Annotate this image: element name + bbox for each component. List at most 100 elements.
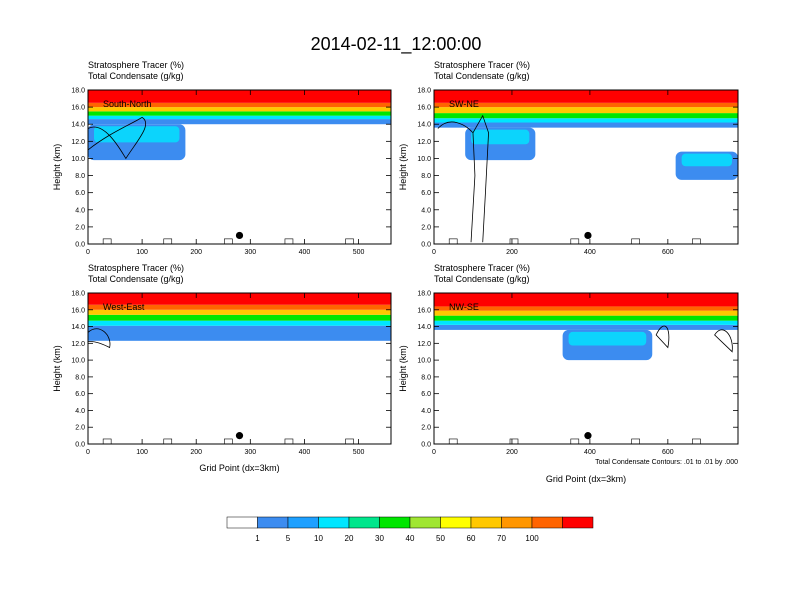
y-axis-label: Height (km) <box>52 144 62 191</box>
y-axis-label: Height (km) <box>398 144 408 191</box>
x-tick-label: 200 <box>190 249 202 256</box>
y-tick-label: 0.0 <box>75 442 85 449</box>
tracer-extension-inner <box>681 153 732 167</box>
x-tick-label: 500 <box>353 449 365 456</box>
y-tick-label: 4.0 <box>421 207 431 214</box>
tracer-band-5 <box>88 325 391 341</box>
panel-sw-ne: Stratosphere Tracer (%)Total Condensate … <box>398 60 739 256</box>
y-tick-label: 6.0 <box>421 190 431 197</box>
y-tick-label: 0.0 <box>75 242 85 249</box>
y-tick-label: 12.0 <box>71 139 85 146</box>
tracer-band-100 <box>434 90 738 103</box>
x-tick-label: 600 <box>662 249 674 256</box>
contour-note: Total Condensate Contours: .01 to .01 by… <box>595 459 738 466</box>
colorbar: 1 5 10 20 30 40 50 60 70 100 <box>226 516 594 543</box>
panel-label: West-East <box>103 302 145 312</box>
y-tick-label: 18.0 <box>417 291 431 298</box>
convective-column <box>470 114 489 243</box>
colorbar-label: 70 <box>497 534 506 543</box>
x-tick-label: 0 <box>86 449 90 456</box>
y-axis-label: Height (km) <box>398 345 408 392</box>
tracer-band-5 <box>88 119 391 125</box>
y-tick-label: 8.0 <box>75 374 85 381</box>
colorbar-swatch <box>409 516 441 529</box>
panel-title-condensate: Total Condensate (g/kg) <box>434 274 530 284</box>
tracer-band-50 <box>88 107 391 112</box>
colorbar-swatch <box>318 516 350 529</box>
colorbar-swatch <box>440 516 472 529</box>
panel-title-condensate: Total Condensate (g/kg) <box>88 71 184 81</box>
y-tick-label: 8.0 <box>421 374 431 381</box>
y-tick-label: 10.0 <box>417 156 431 163</box>
x-tick-label: 300 <box>244 249 256 256</box>
x-tick-label: 300 <box>244 449 256 456</box>
panel-west-east: Stratosphere Tracer (%)Total Condensate … <box>52 263 392 473</box>
y-tick-label: 10.0 <box>417 358 431 365</box>
colorbar-label: 40 <box>406 534 415 543</box>
x-tick-label: 400 <box>584 449 596 456</box>
tracer-band-10 <box>434 320 738 325</box>
x-tick-label: 400 <box>584 249 596 256</box>
colorbar-label: 60 <box>467 534 476 543</box>
y-tick-label: 6.0 <box>75 190 85 197</box>
plot-frame <box>87 89 392 245</box>
panel-label: South-North <box>103 99 152 109</box>
tracer-band-70 <box>88 102 391 108</box>
y-tick-label: 16.0 <box>71 307 85 314</box>
tracer-extension-inner <box>94 126 180 143</box>
condensate-contours <box>87 116 354 245</box>
location-marker <box>584 231 592 240</box>
y-tick-label: 14.0 <box>71 122 85 129</box>
tracer-band-70 <box>88 304 391 310</box>
tracer-band-50 <box>434 107 738 114</box>
panel-title-tracer: Stratosphere Tracer (%) <box>88 60 184 70</box>
cloud-outline <box>87 328 111 349</box>
tracer-band-5 <box>434 324 738 330</box>
y-tick-label: 10.0 <box>71 358 85 365</box>
tracer-band-20 <box>88 314 391 321</box>
y-tick-label: 14.0 <box>417 324 431 331</box>
cloud-outline <box>87 116 147 160</box>
colorbar-swatch <box>348 516 380 529</box>
location-marker <box>584 432 592 440</box>
tracer-band-100 <box>88 293 391 305</box>
x-tick-label: 100 <box>136 449 148 456</box>
tracer-band-100 <box>88 90 391 103</box>
panel-title-condensate: Total Condensate (g/kg) <box>434 71 530 81</box>
y-tick-label: 4.0 <box>75 408 85 415</box>
cloud-outline <box>655 325 670 349</box>
x-axis-label: Grid Point (dx=3km) <box>199 463 279 473</box>
tracer-band-100 <box>434 293 738 307</box>
location-marker <box>235 432 244 440</box>
colorbar-swatch <box>257 516 289 529</box>
y-tick-label: 14.0 <box>71 324 85 331</box>
colorbar-label: 5 <box>286 534 291 543</box>
x-tick-label: 200 <box>190 449 202 456</box>
y-tick-label: 12.0 <box>417 341 431 348</box>
location-marker <box>235 231 244 240</box>
panel-title-condensate: Total Condensate (g/kg) <box>88 274 184 284</box>
x-tick-label: 600 <box>662 449 674 456</box>
y-tick-label: 16.0 <box>417 307 431 314</box>
colorbar-label: 50 <box>436 534 445 543</box>
colorbar-label: 10 <box>314 534 323 543</box>
y-tick-label: 2.0 <box>421 224 431 231</box>
cloud-outline <box>437 121 474 134</box>
x-tick-label: 400 <box>299 249 311 256</box>
tracer-extension-inner <box>568 331 647 346</box>
plot-frame <box>433 89 739 245</box>
panel-title-tracer: Stratosphere Tracer (%) <box>434 60 530 70</box>
y-tick-label: 12.0 <box>417 139 431 146</box>
y-tick-label: 2.0 <box>421 425 431 432</box>
tracer-extension-inner <box>471 129 530 145</box>
panel-south-north: Stratosphere Tracer (%)Total Condensate … <box>52 60 392 256</box>
colorbar-swatch <box>562 516 594 529</box>
x-tick-label: 100 <box>136 249 148 256</box>
y-tick-label: 2.0 <box>75 425 85 432</box>
colorbar-swatch <box>470 516 502 529</box>
colorbar-label: 30 <box>375 534 384 543</box>
y-tick-label: 0.0 <box>421 242 431 249</box>
y-tick-label: 14.0 <box>417 122 431 129</box>
colorbar-swatch <box>226 516 258 529</box>
